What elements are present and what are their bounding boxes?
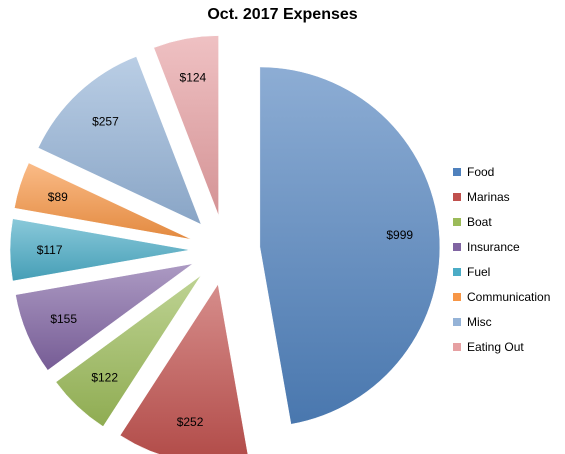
legend-label: Food <box>467 164 495 179</box>
legend-label: Misc <box>467 314 492 329</box>
legend-label: Marinas <box>467 189 510 204</box>
legend-item-food: Food <box>453 159 563 184</box>
data-label-misc: $257 <box>92 115 119 129</box>
legend-item-communication: Communication <box>453 284 563 309</box>
legend-item-insurance: Insurance <box>453 234 563 259</box>
data-label-communication: $89 <box>48 190 68 204</box>
legend-item-eating-out: Eating Out <box>453 334 563 359</box>
chart-legend: Food Marinas Boat Insurance Fuel Communicatio… <box>453 159 563 359</box>
legend-label: Boat <box>467 214 492 229</box>
legend-label: Communication <box>467 289 551 304</box>
legend-swatch <box>453 317 461 326</box>
legend-swatch <box>453 217 461 226</box>
legend-item-marinas: Marinas <box>453 184 563 209</box>
pie-slice-insurance <box>15 263 193 371</box>
legend-swatch <box>453 167 461 176</box>
data-label-marinas: $252 <box>177 415 204 429</box>
pie-slice-fuel <box>9 218 191 282</box>
pie-slice-eating-out <box>153 35 219 216</box>
legend-item-misc: Misc <box>453 309 563 334</box>
legend-swatch <box>453 192 461 201</box>
data-label-fuel: $117 <box>37 243 63 257</box>
legend-swatch <box>453 342 461 351</box>
data-label-food: $999 <box>386 228 413 242</box>
pie-slice-boat <box>55 275 202 427</box>
legend-swatch <box>453 267 461 276</box>
legend-swatch <box>453 292 461 301</box>
chart-title: Oct. 2017 Expenses <box>207 6 358 23</box>
legend-item-fuel: Fuel <box>453 259 563 284</box>
pie-slice-marinas <box>119 283 249 454</box>
data-label-boat: $122 <box>91 371 118 385</box>
pie-slice-communication <box>14 162 192 240</box>
pie-slice-misc <box>37 56 202 225</box>
legend-label: Eating Out <box>467 339 524 354</box>
legend-label: Fuel <box>467 264 491 279</box>
data-label-insurance: $155 <box>50 312 77 326</box>
legend-swatch <box>453 242 461 251</box>
pie-slice-food <box>259 66 441 425</box>
legend-label: Insurance <box>467 239 520 254</box>
data-label-eating-out: $124 <box>180 71 207 85</box>
legend-item-boat: Boat <box>453 209 563 234</box>
